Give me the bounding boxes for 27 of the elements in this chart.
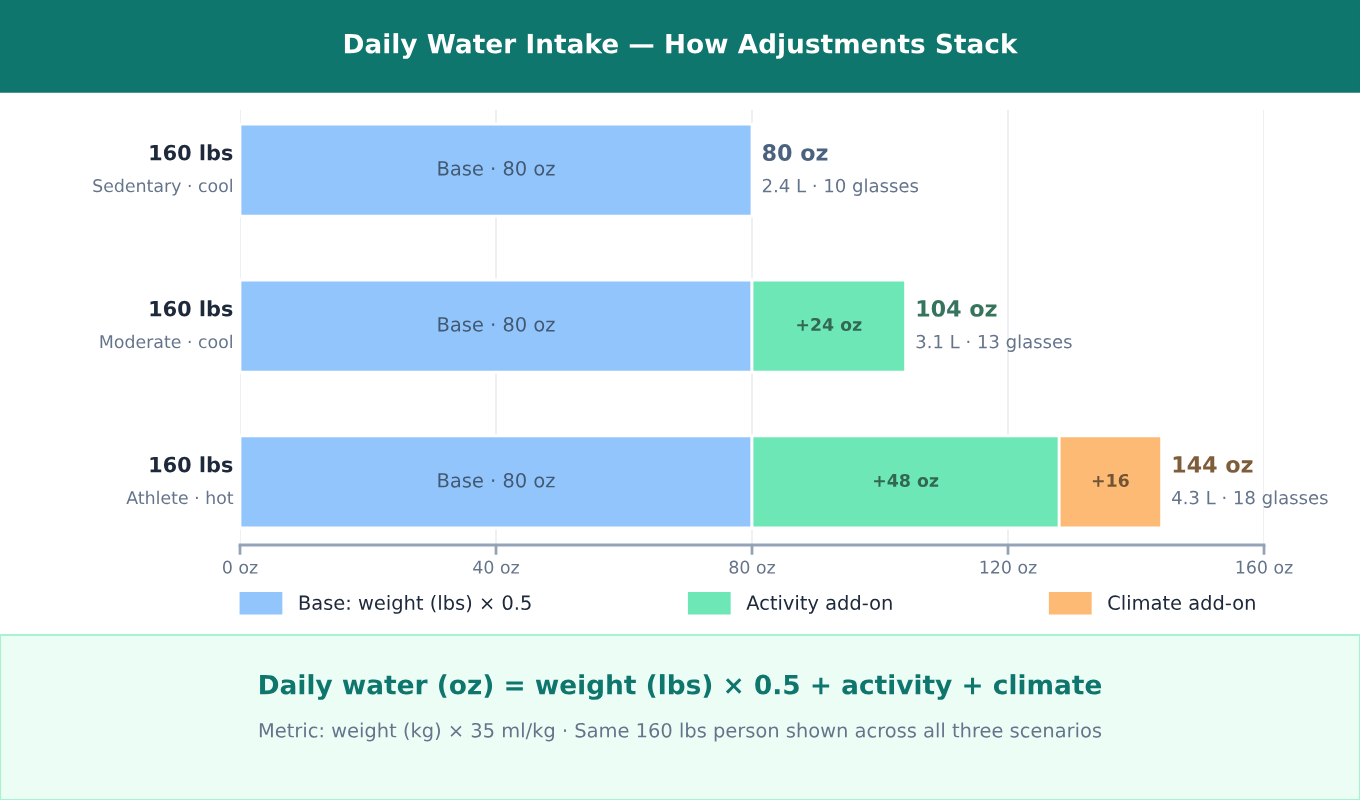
annotation: 2.4 L · 10 glasses bbox=[762, 178, 919, 196]
data-label: Base · 80 oz bbox=[438, 472, 555, 488]
x-tick-label: 80 oz bbox=[729, 560, 775, 574]
legend-label: Base: weight (lbs) × 0.5 bbox=[299, 594, 531, 614]
annotation: 4.3 L · 18 glasses bbox=[1172, 490, 1328, 508]
total-label: 80 oz bbox=[762, 144, 828, 161]
y-tick-label: 160 lbs Athlete · hot bbox=[126, 456, 234, 505]
total-label: 144 oz bbox=[1173, 456, 1253, 473]
x-tick-label: 120 oz bbox=[980, 560, 1037, 574]
y-tick-label: 160 lbs Sedentary · cool bbox=[93, 144, 233, 196]
x-tick-label: 40 oz bbox=[473, 560, 519, 574]
y-tick-label: 160 lbs Moderate · cool bbox=[100, 300, 233, 349]
text: Daily water (oz) = weight (lbs) × 0.5 + activity + climate bbox=[260, 674, 1102, 700]
data-label: Base · 80 oz bbox=[438, 160, 555, 176]
legend-label: Climate add-on bbox=[1108, 594, 1255, 611]
annotation: 3.1 L · 13 glasses bbox=[916, 334, 1072, 352]
data-label: +48 oz bbox=[874, 473, 939, 488]
legend-label: Activity add-on bbox=[746, 594, 892, 614]
bar bbox=[240, 122, 754, 218]
data-label: Base · 80 oz bbox=[438, 316, 555, 332]
chart-title: Daily Water Intake — How Adjustments Stack bbox=[344, 33, 1018, 59]
x-tick-label: 0 oz bbox=[223, 560, 258, 574]
data-label: +16 bbox=[1092, 473, 1129, 488]
data-label: +24 oz bbox=[797, 317, 862, 332]
total-label: 104 oz bbox=[917, 300, 997, 317]
text: Metric: weight (kg) × 35 ml/kg · Same 160 lbs person shown across all three scenarios bbox=[259, 722, 1102, 742]
x-tick-label: 160 oz bbox=[1236, 560, 1293, 574]
